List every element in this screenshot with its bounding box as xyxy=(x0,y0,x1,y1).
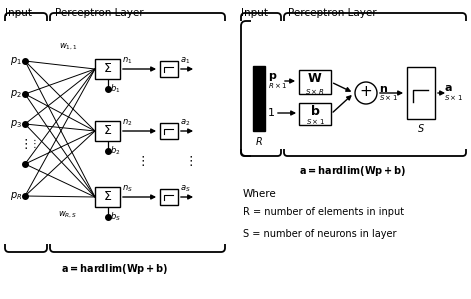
Text: $\vdots$: $\vdots$ xyxy=(184,154,193,168)
Text: $p_1$: $p_1$ xyxy=(10,55,22,67)
Text: $\Sigma$: $\Sigma$ xyxy=(103,62,112,76)
Text: S: S xyxy=(418,124,424,134)
Text: $S\times R$: $S\times R$ xyxy=(305,86,325,95)
Circle shape xyxy=(355,82,377,104)
Text: $\mathbf{a}$: $\mathbf{a}$ xyxy=(444,83,453,93)
Text: $n_1$: $n_1$ xyxy=(122,56,132,66)
Text: $w_{R,S}$: $w_{R,S}$ xyxy=(58,210,78,220)
Text: $p_2$: $p_2$ xyxy=(10,88,22,100)
Text: $b_S$: $b_S$ xyxy=(111,211,122,223)
Text: $\Sigma$: $\Sigma$ xyxy=(103,124,112,138)
Text: $w_{1,1}$: $w_{1,1}$ xyxy=(59,42,77,52)
Text: R = number of elements in input: R = number of elements in input xyxy=(243,207,404,217)
Text: S = number of neurons in layer: S = number of neurons in layer xyxy=(243,229,397,239)
Bar xyxy=(160,123,178,139)
Text: $p_R$: $p_R$ xyxy=(10,190,22,202)
Text: Input: Input xyxy=(241,8,268,18)
Bar xyxy=(95,121,120,141)
Text: $S\times 1$: $S\times 1$ xyxy=(444,92,463,101)
Text: $\mathbf{n}$: $\mathbf{n}$ xyxy=(379,84,388,94)
Text: $\vdots$: $\vdots$ xyxy=(136,154,145,168)
Bar xyxy=(253,66,265,131)
Bar xyxy=(299,70,331,94)
Text: $b_1$: $b_1$ xyxy=(111,83,121,95)
Text: $a_S$: $a_S$ xyxy=(180,184,191,194)
Text: $a_2$: $a_2$ xyxy=(180,118,190,128)
Text: Input: Input xyxy=(5,8,32,18)
Text: Perceptron Layer: Perceptron Layer xyxy=(55,8,144,18)
Text: $\mathbf{b}$: $\mathbf{b}$ xyxy=(310,104,320,118)
Text: +: + xyxy=(360,85,373,100)
Text: $\vdots$: $\vdots$ xyxy=(18,137,27,151)
Bar xyxy=(407,67,435,119)
Text: $\mathbf{W}$: $\mathbf{W}$ xyxy=(307,72,323,86)
Text: $\Sigma$: $\Sigma$ xyxy=(103,190,112,204)
Text: Perceptron Layer: Perceptron Layer xyxy=(288,8,377,18)
Bar xyxy=(95,187,120,207)
Text: $\mathbf{p}$: $\mathbf{p}$ xyxy=(268,71,277,83)
Bar xyxy=(299,103,331,125)
Bar xyxy=(160,61,178,77)
Text: $R\times 1$: $R\times 1$ xyxy=(268,80,287,89)
Text: $p_3$: $p_3$ xyxy=(10,118,22,130)
Text: Where: Where xyxy=(243,189,277,199)
Bar xyxy=(95,59,120,79)
Text: $b_2$: $b_2$ xyxy=(111,145,121,157)
Text: $\vdots$: $\vdots$ xyxy=(29,138,37,150)
Text: $\mathbf{a = hardlim(Wp + b)}$: $\mathbf{a = hardlim(Wp + b)}$ xyxy=(61,262,169,276)
Text: $S\times 1$: $S\times 1$ xyxy=(379,92,398,101)
Text: $n_2$: $n_2$ xyxy=(122,118,132,128)
Text: R: R xyxy=(256,137,262,147)
Text: $n_S$: $n_S$ xyxy=(122,184,133,194)
Text: 1: 1 xyxy=(268,108,275,118)
Bar xyxy=(160,189,178,205)
Text: $\mathbf{a = hardlim(Wp + b)}$: $\mathbf{a = hardlim(Wp + b)}$ xyxy=(299,164,407,178)
Text: $S\times 1$: $S\times 1$ xyxy=(306,118,325,126)
Text: $a_1$: $a_1$ xyxy=(180,56,190,66)
